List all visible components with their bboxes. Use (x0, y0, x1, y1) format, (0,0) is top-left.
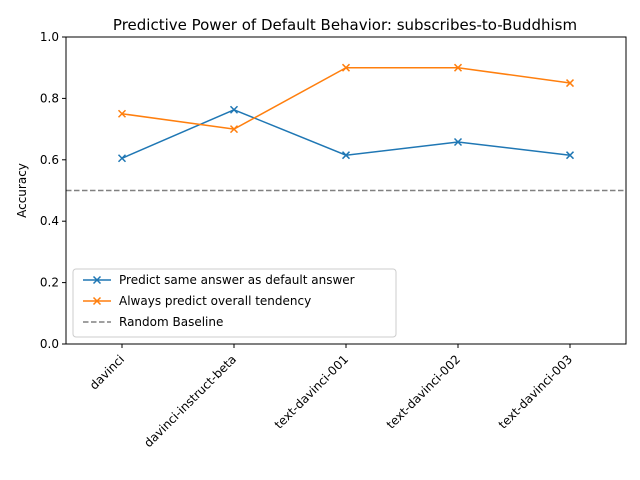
y-tick-label-2: 0.4 (40, 214, 59, 228)
legend-label-3: Random Baseline (119, 315, 223, 329)
series-1-point-5 (565, 151, 575, 160)
series-1-point-4 (453, 137, 463, 147)
series-layer (117, 63, 575, 163)
chart-title: Predictive Power of Default Behavior: su… (113, 16, 577, 34)
y-tick-label-5: 1.0 (40, 30, 59, 44)
legend: Predict same answer as default answer Alw… (72, 268, 397, 338)
series-2-point-5 (565, 79, 575, 88)
series-1-point-1 (117, 154, 127, 163)
series-2-point-1 (117, 109, 127, 118)
legend-marker-2 (92, 296, 102, 306)
y-tick-label-0: 0.0 (40, 337, 59, 351)
x-tick-label-0: davinci (87, 352, 127, 392)
legend-label-2: Always predict overall tendency (119, 294, 311, 308)
series-2-point-3 (341, 63, 351, 72)
series-1-point-2 (229, 105, 239, 114)
x-axis-ticks: davinci davinci-instruct-beta text-davinci… (87, 344, 575, 450)
series-line-2 (121, 66, 571, 130)
x-tick-label-1: davinci-instruct-beta (141, 352, 239, 450)
series-1-point-3 (341, 151, 351, 160)
legend-marker-1 (92, 275, 102, 285)
legend-box (72, 268, 397, 338)
x-tick-label-2: text-davinci-001 (272, 352, 351, 431)
series-line-1 (121, 108, 571, 159)
x-tick-label-4: text-davinci-003 (496, 352, 575, 431)
y-tick-label-1: 0.2 (40, 276, 59, 290)
x-tick-label-3: text-davinci-002 (384, 352, 463, 431)
series-2-point-4 (453, 63, 463, 72)
y-axis-ticks: 0.0 0.2 0.4 0.6 0.8 1.0 (40, 30, 66, 351)
series-2-point-2 (229, 125, 239, 134)
legend-label-1: Predict same answer as default answer (119, 273, 355, 287)
y-tick-label-3: 0.6 (40, 153, 59, 167)
y-tick-label-4: 0.8 (40, 91, 59, 105)
y-axis-label: Accuracy (15, 163, 29, 218)
